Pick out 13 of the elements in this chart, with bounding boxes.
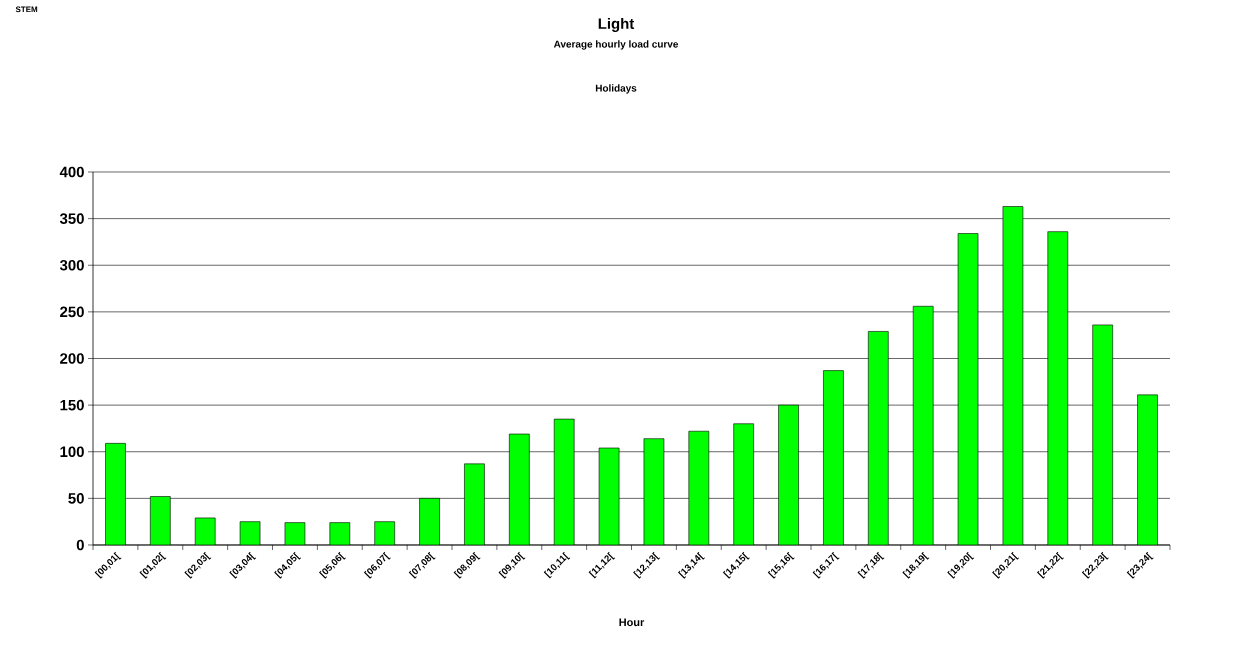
chart-title: Light (598, 17, 635, 32)
text: Holidays (595, 84, 637, 94)
y-tick-label: 0 (76, 539, 84, 551)
y-tick-label: 200 (60, 353, 84, 364)
chart-subtitle: Average hourly load curve (553, 40, 679, 50)
y-tick-label: 50 (68, 493, 84, 504)
y-tick-label: 150 (60, 399, 84, 411)
y-tick-label: 400 (59, 166, 84, 178)
y-tick-label: 100 (60, 446, 84, 458)
y-tick-label: 250 (60, 306, 84, 318)
y-tick-label: 300 (59, 259, 84, 271)
x-axis-title: Hour (619, 618, 645, 627)
y-tick-label: 350 (59, 213, 84, 224)
